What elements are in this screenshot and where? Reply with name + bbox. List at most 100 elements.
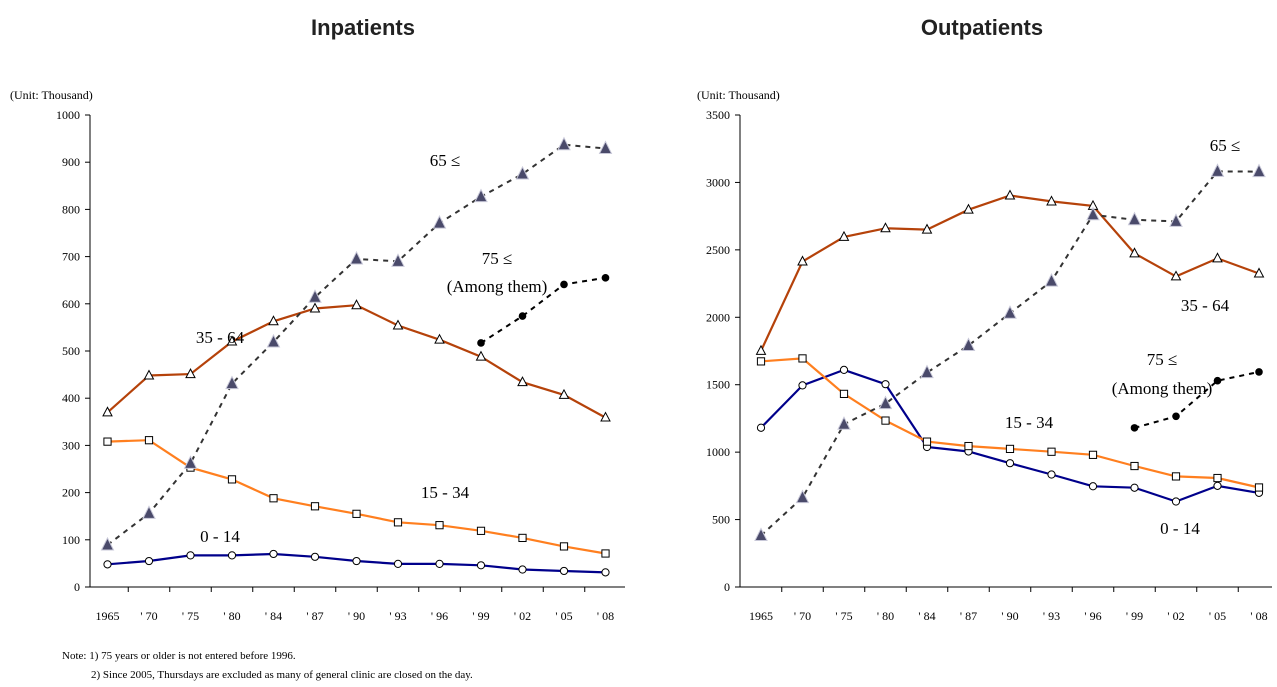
inpatients-series-65-point bbox=[474, 188, 488, 203]
outpatients-y-tick-label: 2000 bbox=[706, 310, 730, 324]
outpatients-series-15-34-point bbox=[756, 357, 766, 366]
inpatients-series-65-point bbox=[183, 455, 198, 469]
outpatients-series-75-point bbox=[1213, 376, 1222, 385]
inpatients-series-0-14-point bbox=[269, 549, 278, 559]
inpatients-y-tick-label: 0 bbox=[74, 580, 80, 594]
inpatients-series-35-64-point bbox=[309, 302, 321, 313]
inpatients-series-15-34-point bbox=[103, 437, 112, 446]
inpatients-series-0-14-point bbox=[601, 568, 610, 577]
inpatients-series-0-14-point bbox=[476, 561, 486, 570]
inpatients-series-15-34-point bbox=[269, 494, 278, 503]
outpatients-series-35-64-point bbox=[880, 222, 891, 233]
inpatients-y-tick-label: 400 bbox=[62, 391, 80, 405]
inpatients-y-tick-label: 800 bbox=[62, 202, 80, 216]
inpatients-series-15-34-point bbox=[476, 526, 486, 535]
inpatients-series-65-point bbox=[308, 289, 322, 303]
inpatients-x-tick-label: ' 99 bbox=[472, 609, 489, 623]
inpatients-series-65-point bbox=[515, 165, 530, 180]
outpatients-y-tick-label: 3500 bbox=[706, 108, 730, 122]
outpatients-label-75plus: 75 ≤ bbox=[1147, 350, 1178, 369]
outpatients-series-0-14-point bbox=[839, 365, 849, 374]
inpatients-title: Inpatients bbox=[311, 15, 415, 40]
outpatients-series-65-line bbox=[760, 170, 1260, 537]
inpatients-series-35-64-point bbox=[475, 350, 487, 361]
inpatients-series-35-64-point bbox=[351, 299, 362, 310]
outpatients-series-35-64-line bbox=[760, 194, 1260, 352]
note-line-2: 2) Since 2005, Thursdays are excluded as… bbox=[91, 669, 473, 681]
outpatients-series-35-64-point bbox=[921, 223, 933, 234]
outpatients-series-65-point bbox=[878, 395, 893, 410]
outpatients-title: Outpatients bbox=[921, 15, 1043, 40]
inpatients-series-75-line bbox=[480, 276, 606, 344]
inpatients-series-15-34-point bbox=[559, 542, 569, 551]
inpatients-series-15-34-point bbox=[518, 533, 527, 543]
inpatients-series-65-line bbox=[106, 143, 606, 546]
outpatients-series-65-point bbox=[795, 489, 810, 504]
note-line-1: Note: 1) 75 years or older is not entere… bbox=[62, 650, 296, 662]
inpatients-series-15-34-point bbox=[310, 502, 320, 511]
outpatients-series-75-point bbox=[1255, 368, 1263, 376]
outpatients-series-65-point bbox=[837, 416, 851, 430]
outpatients-x-tick-label: ' 75 bbox=[835, 609, 852, 623]
outpatients-x-tick-label: ' 90 bbox=[1001, 609, 1018, 623]
inpatients-y-tick-label: 900 bbox=[62, 155, 80, 169]
inpatients-series-65-point bbox=[598, 140, 613, 155]
inpatients-series-75-point bbox=[477, 339, 485, 347]
inpatients-series-0-14-point bbox=[393, 559, 403, 568]
outpatients-y-ticks: 0 500 1000 1500 2000 2500 3000 3500 bbox=[706, 108, 740, 594]
outpatients-y-tick-label: 1000 bbox=[706, 445, 730, 459]
inpatients-series-15-34-point bbox=[393, 518, 403, 527]
inpatients-y-tick-label: 100 bbox=[62, 533, 80, 547]
outpatients-series-65-point bbox=[1044, 273, 1059, 287]
inpatients-x-tick-label: ' 70 bbox=[140, 609, 157, 623]
inpatients-y-tick-label: 700 bbox=[62, 250, 80, 264]
inpatients-x-tick-label: ' 05 bbox=[555, 609, 572, 623]
outpatients-series-15-34-point bbox=[1088, 450, 1098, 459]
outpatients-series-0-14-point bbox=[1213, 481, 1222, 490]
inpatients-series-15-34-point bbox=[601, 549, 610, 558]
inpatients-series-0-14-point bbox=[103, 560, 112, 569]
outpatients-series-15-34-point bbox=[964, 441, 973, 451]
outpatients-series-35-64-point bbox=[1170, 270, 1182, 281]
inpatients-x-tick-label: ' 84 bbox=[265, 609, 282, 623]
inpatients-label-35-64: 35 - 64 bbox=[196, 328, 245, 347]
inpatients-series-35-64-point bbox=[558, 388, 570, 399]
outpatients-series-35-64-point bbox=[1129, 247, 1140, 258]
inpatients-x-tick-label: ' 90 bbox=[348, 609, 365, 623]
inpatients-series-75-point bbox=[518, 312, 527, 320]
inpatients-x-tick-label: ' 08 bbox=[597, 609, 614, 623]
outpatients-x-tick-label: ' 87 bbox=[960, 609, 977, 623]
outpatients-x-tick-label: ' 08 bbox=[1250, 609, 1267, 623]
inpatients-x-tick-label: ' 80 bbox=[223, 609, 240, 623]
outpatients-label-0-14: 0 - 14 bbox=[1160, 519, 1200, 538]
inpatients-label-75plus: 75 ≤ bbox=[482, 249, 513, 268]
inpatients-series-0-14-point bbox=[518, 565, 527, 574]
inpatients-series-65-point bbox=[225, 375, 239, 390]
outpatients-series-65-point bbox=[1127, 211, 1142, 226]
outpatients-series-15-34-point bbox=[922, 437, 932, 446]
inpatients-series-0-14-point bbox=[310, 552, 320, 561]
outpatients-series-0-14-point bbox=[1171, 497, 1181, 506]
outpatients-series-15-34-point bbox=[1005, 444, 1015, 454]
inpatients-x-tick-label: ' 02 bbox=[514, 609, 531, 623]
inpatients-series-65-point bbox=[142, 505, 156, 519]
inpatients-series-15-34-line bbox=[107, 439, 606, 555]
inpatients-series-0-14-point bbox=[144, 556, 154, 566]
inpatients-series-35-64-line bbox=[106, 304, 607, 419]
outpatients-series-0-14-point bbox=[1130, 483, 1139, 492]
outpatients-x-tick-label: ' 84 bbox=[918, 609, 935, 623]
inpatients-series-65-point bbox=[266, 333, 281, 348]
outpatients-series-65-point bbox=[1252, 163, 1266, 178]
inpatients-x-ticks: 1965 ' 70 ' 75 ' 80 ' 84 ' 87 ' 90 ' 93 ' 96 ' 99… bbox=[96, 587, 614, 623]
outpatients-series-35-64-point bbox=[963, 203, 974, 214]
inpatients-label-among-them: (Among them) bbox=[447, 277, 548, 296]
inpatients-series-65-point bbox=[100, 536, 115, 551]
outpatients-series-35-64-point bbox=[1253, 267, 1265, 278]
outpatients-series-65-point bbox=[961, 337, 976, 351]
outpatients-x-ticks: 1965 ' 70 ' 75 ' 80 ' 84 ' 87 ' 90 ' 93 ' 96 ' 99… bbox=[749, 587, 1268, 623]
outpatients-x-tick-label: ' 02 bbox=[1167, 609, 1184, 623]
outpatients-series-0-14-point bbox=[881, 380, 890, 389]
outpatients-series-0-14-point bbox=[798, 381, 807, 390]
outpatients-x-tick-label: ' 93 bbox=[1043, 609, 1060, 623]
inpatients-y-tick-label: 200 bbox=[62, 486, 80, 500]
